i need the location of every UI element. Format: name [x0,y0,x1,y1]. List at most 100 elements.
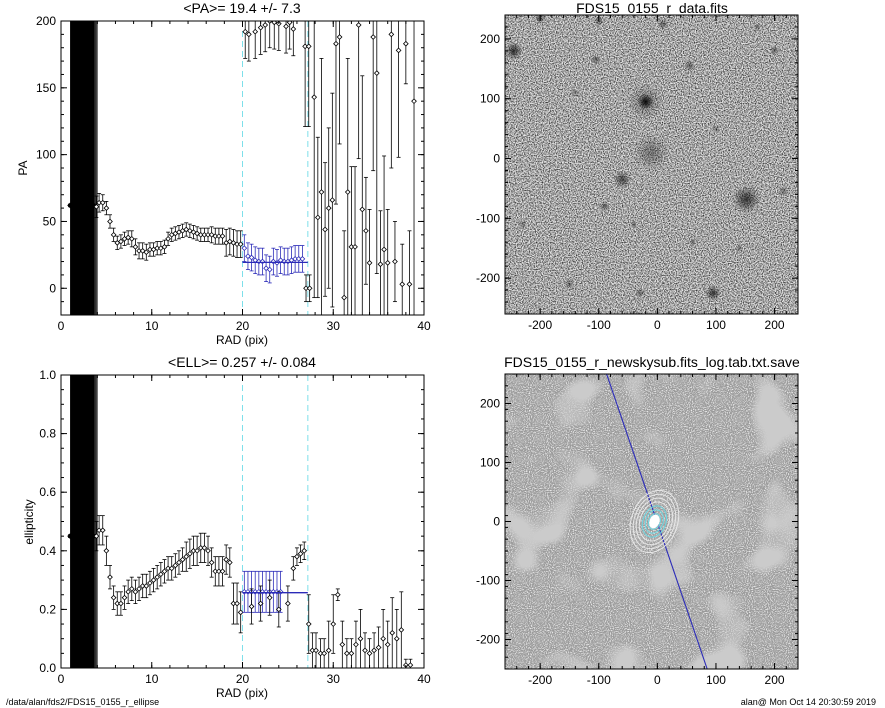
pa-data-point [333,40,339,47]
ell-y-tick-label: 0.6 [39,485,56,499]
ell-data-point [226,559,233,566]
ell-data-point [186,550,193,557]
image-source-blob [518,220,527,229]
pa-data-point [306,285,313,292]
ell-data-point [93,533,100,540]
pa-data-point [366,260,373,266]
model-x-tick-label: -200 [528,673,552,687]
image-source-blob [633,134,670,171]
pa-data-point [93,203,100,210]
ell-y-axis-label: ellipticity [22,499,36,544]
image-source-blob [705,285,722,302]
image-source-blob [732,185,761,214]
ell-data-point [154,574,161,581]
ell-data-point [285,600,291,607]
ell-data-point [301,547,308,554]
pa-panel-title: <PA>= 19.4 +/- 7.3 [183,0,300,16]
ell-data-point [366,650,373,657]
image-source-blob [735,244,744,253]
ell-data-point [194,547,200,554]
model-panel [505,374,798,669]
image-y-tick-label: 200 [480,32,500,46]
ell-data-point [384,641,391,648]
isophote-ellipse [644,509,665,534]
image-source-blob [505,41,523,60]
ell-data-point [208,559,215,566]
ell-panel-title: <ELL>= 0.257 +/- 0.084 [168,354,316,370]
ell-data-point [334,591,341,598]
pa-data-point [318,189,325,195]
pa-data-point [373,70,380,76]
ell-data-point [147,580,153,586]
ell-data-point [371,647,377,654]
image-source-blob [613,170,632,189]
image-x-tick-label: 200 [765,318,785,332]
ell-x-tick-label: 20 [236,672,250,686]
image-source-blob [778,186,789,197]
ell-data-point [325,647,332,654]
ell-data-point [201,545,208,551]
image-source-blob [571,88,580,97]
pa-data-point [266,21,273,24]
image-x-tick-label: -100 [587,318,611,332]
pa-data-point [132,243,139,250]
pa-data-point [305,43,312,50]
pa-data-point [99,199,106,206]
image-source-blob [769,45,780,56]
image-source-blob [627,83,664,120]
image-panel [505,15,798,314]
pa-dense-band [70,21,96,315]
pa-x-tick-label: 10 [145,319,159,333]
pa-data-point [402,40,409,47]
pa-data-point [257,24,264,31]
ell-data-point [357,635,364,642]
image-y-tick-label: -200 [476,271,500,285]
pa-data-point [110,231,117,238]
model-panel-title: FDS15_0155_r_newskysub.fits_log.tab.txt.… [504,354,800,370]
pa-data-point [359,206,366,213]
image-y-tick-label: -100 [476,211,500,225]
pa-data-point [183,226,190,233]
isophote-ellipse [632,493,677,550]
model-y-tick-label: -200 [476,633,500,647]
pa-data-point [237,241,244,248]
pa-data-point [252,28,259,35]
ell-data-point [353,641,359,648]
ell-x-tick-label: 0 [58,672,65,686]
pa-data-point [245,31,252,38]
model-x-tick-label: -100 [587,673,611,687]
pa-data-point [248,254,255,261]
image-panel-title: FDS15_0155_r_data.fits [576,0,728,16]
pa-data-point [399,281,406,288]
pa-data-point [259,258,266,265]
pa-data-point [242,28,249,35]
ell-data-point [132,588,139,595]
ell-data-point [257,600,264,607]
ell-data-point [205,547,211,554]
galaxy-core [649,514,660,529]
pa-data-point [271,21,278,26]
ell-plot [67,375,414,668]
ell-data-point [125,588,132,595]
pa-data-point [262,22,269,28]
ell-data-point [234,600,240,607]
image-y-tick-label: 100 [480,92,500,106]
ell-data-point [150,577,157,583]
ell-data-point [313,647,319,654]
image-source-blob [711,124,720,133]
ell-y-tick-label: 0.2 [39,602,56,616]
pa-y-tick-label: 100 [36,148,56,162]
pa-data-point [406,281,413,288]
ell-data-point [118,600,124,607]
ell-data-point [143,583,150,589]
image-x-tick-label: 100 [706,318,726,332]
pa-data-point [352,243,358,250]
ell-data-point [362,647,368,654]
model-x-tick-label: 200 [765,673,785,687]
model-x-tick-label: 100 [706,673,726,687]
ell-data-point [223,556,230,563]
axes: 0 10 20 30 40 0 50 100 150 200 0 10 20 30 40 0.0 0.2 0.4 0… [36,14,799,687]
pa-data-point [299,256,306,262]
pa-data-point [329,197,336,203]
ell-x-axis-label: RAD (pix) [216,686,268,700]
